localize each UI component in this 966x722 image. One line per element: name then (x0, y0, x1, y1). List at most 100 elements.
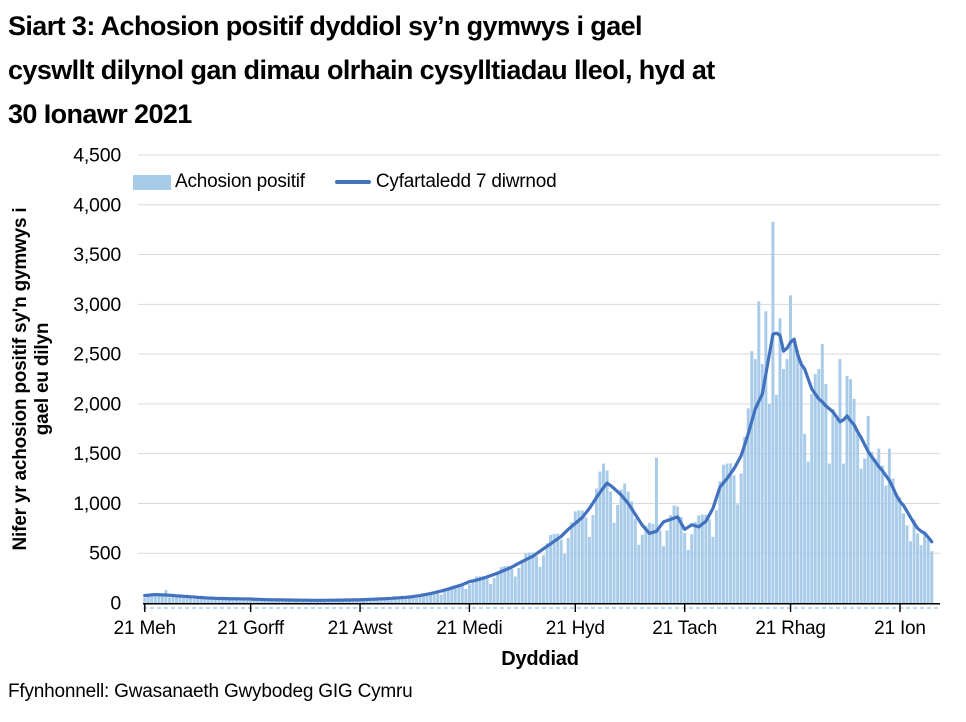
bar (771, 221, 775, 603)
bar (185, 596, 189, 603)
bar (513, 576, 517, 603)
chart-title-line-2: cyswllt dilynol gan dimau olrhain cysyll… (8, 55, 715, 85)
bar (559, 539, 563, 603)
bar (697, 515, 701, 603)
bar (658, 530, 662, 603)
bar (916, 533, 920, 603)
bar (760, 364, 764, 603)
bar (789, 295, 793, 603)
bar (887, 448, 891, 603)
legend-item-7day-average: Cyfartaledd 7 diwrnod (334, 171, 557, 193)
bar (912, 519, 916, 603)
bar (926, 539, 930, 603)
bar (905, 525, 909, 603)
bar (679, 516, 683, 603)
bar (665, 530, 669, 603)
bar (450, 585, 454, 603)
bar (397, 597, 401, 603)
bar (362, 599, 366, 603)
bar (153, 593, 157, 603)
bar (291, 601, 295, 603)
bar (199, 597, 203, 603)
bar (464, 589, 468, 603)
bar (570, 522, 574, 603)
bar (813, 374, 817, 603)
bar (856, 433, 860, 603)
bar (870, 451, 874, 603)
bar (743, 436, 747, 603)
bar (376, 598, 380, 603)
bar (175, 595, 178, 603)
bar (877, 448, 881, 603)
x-tick-label: 21 Gorff (217, 618, 285, 639)
bar (612, 522, 616, 603)
bar (496, 571, 500, 603)
bar (542, 555, 545, 603)
y-tick-label: 0 (110, 593, 121, 615)
bar (506, 565, 510, 603)
bar (753, 359, 757, 603)
bar (520, 559, 524, 603)
bar (538, 566, 542, 603)
bar (404, 596, 408, 603)
bar (429, 592, 433, 603)
bar (803, 433, 807, 603)
bar (700, 514, 704, 603)
bar (235, 598, 238, 603)
bar (386, 598, 390, 603)
bar (725, 463, 729, 603)
bar (146, 596, 150, 603)
bar (492, 577, 496, 603)
bar (182, 595, 186, 603)
bar (242, 600, 246, 603)
bar (415, 598, 418, 603)
bars-series (143, 221, 934, 603)
bar (485, 578, 489, 603)
y-tick-labels: 0 500 1,000 1,500 2,000 2,500 3,000 3,500 4,000 4… (73, 145, 121, 615)
bar (880, 465, 884, 603)
bar (340, 601, 344, 603)
y-axis-title-line-1: Nifer yr achosion positif sy'n gymwys i (10, 207, 31, 551)
bar (859, 468, 863, 603)
bar (602, 463, 605, 603)
bar (545, 543, 549, 603)
bar (707, 519, 711, 603)
y-tick-label: 3,500 (73, 244, 121, 266)
bar (471, 579, 475, 603)
bar (909, 541, 913, 603)
bar (930, 551, 934, 603)
bar (711, 536, 715, 603)
bar (510, 568, 514, 603)
bar (722, 464, 725, 603)
bar-swatch-icon (133, 174, 171, 190)
bar (453, 584, 457, 603)
bar (792, 341, 796, 603)
bar (457, 584, 461, 603)
bar (919, 545, 923, 603)
bar (157, 594, 161, 603)
bar (626, 491, 630, 603)
bar (231, 598, 235, 603)
bar (178, 595, 182, 603)
bar (640, 534, 644, 603)
legend-line-label: Cyfartaledd 7 diwrnod (375, 171, 557, 192)
bar (898, 497, 902, 603)
y-tick-label: 2,000 (73, 393, 121, 415)
bar (531, 552, 535, 603)
bar (160, 594, 164, 603)
bar (637, 544, 641, 603)
bar (824, 383, 828, 603)
bar (478, 576, 482, 603)
bar (227, 598, 231, 603)
x-tick-label: 21 Hyd (546, 618, 605, 639)
x-axis-title: Dyddiad (501, 648, 579, 670)
bar (379, 598, 383, 603)
bar (365, 600, 369, 603)
chart-title-line-1: Siart 3: Achosion positif dyddiol sy’n g… (8, 11, 643, 41)
bar (757, 301, 761, 603)
x-tick-label: 21 Medi (436, 618, 502, 639)
bar (220, 599, 224, 603)
bar (196, 598, 200, 603)
legend: Achosion positif Cyfartaledd 7 diwrnod (133, 171, 557, 193)
bar (884, 485, 888, 603)
